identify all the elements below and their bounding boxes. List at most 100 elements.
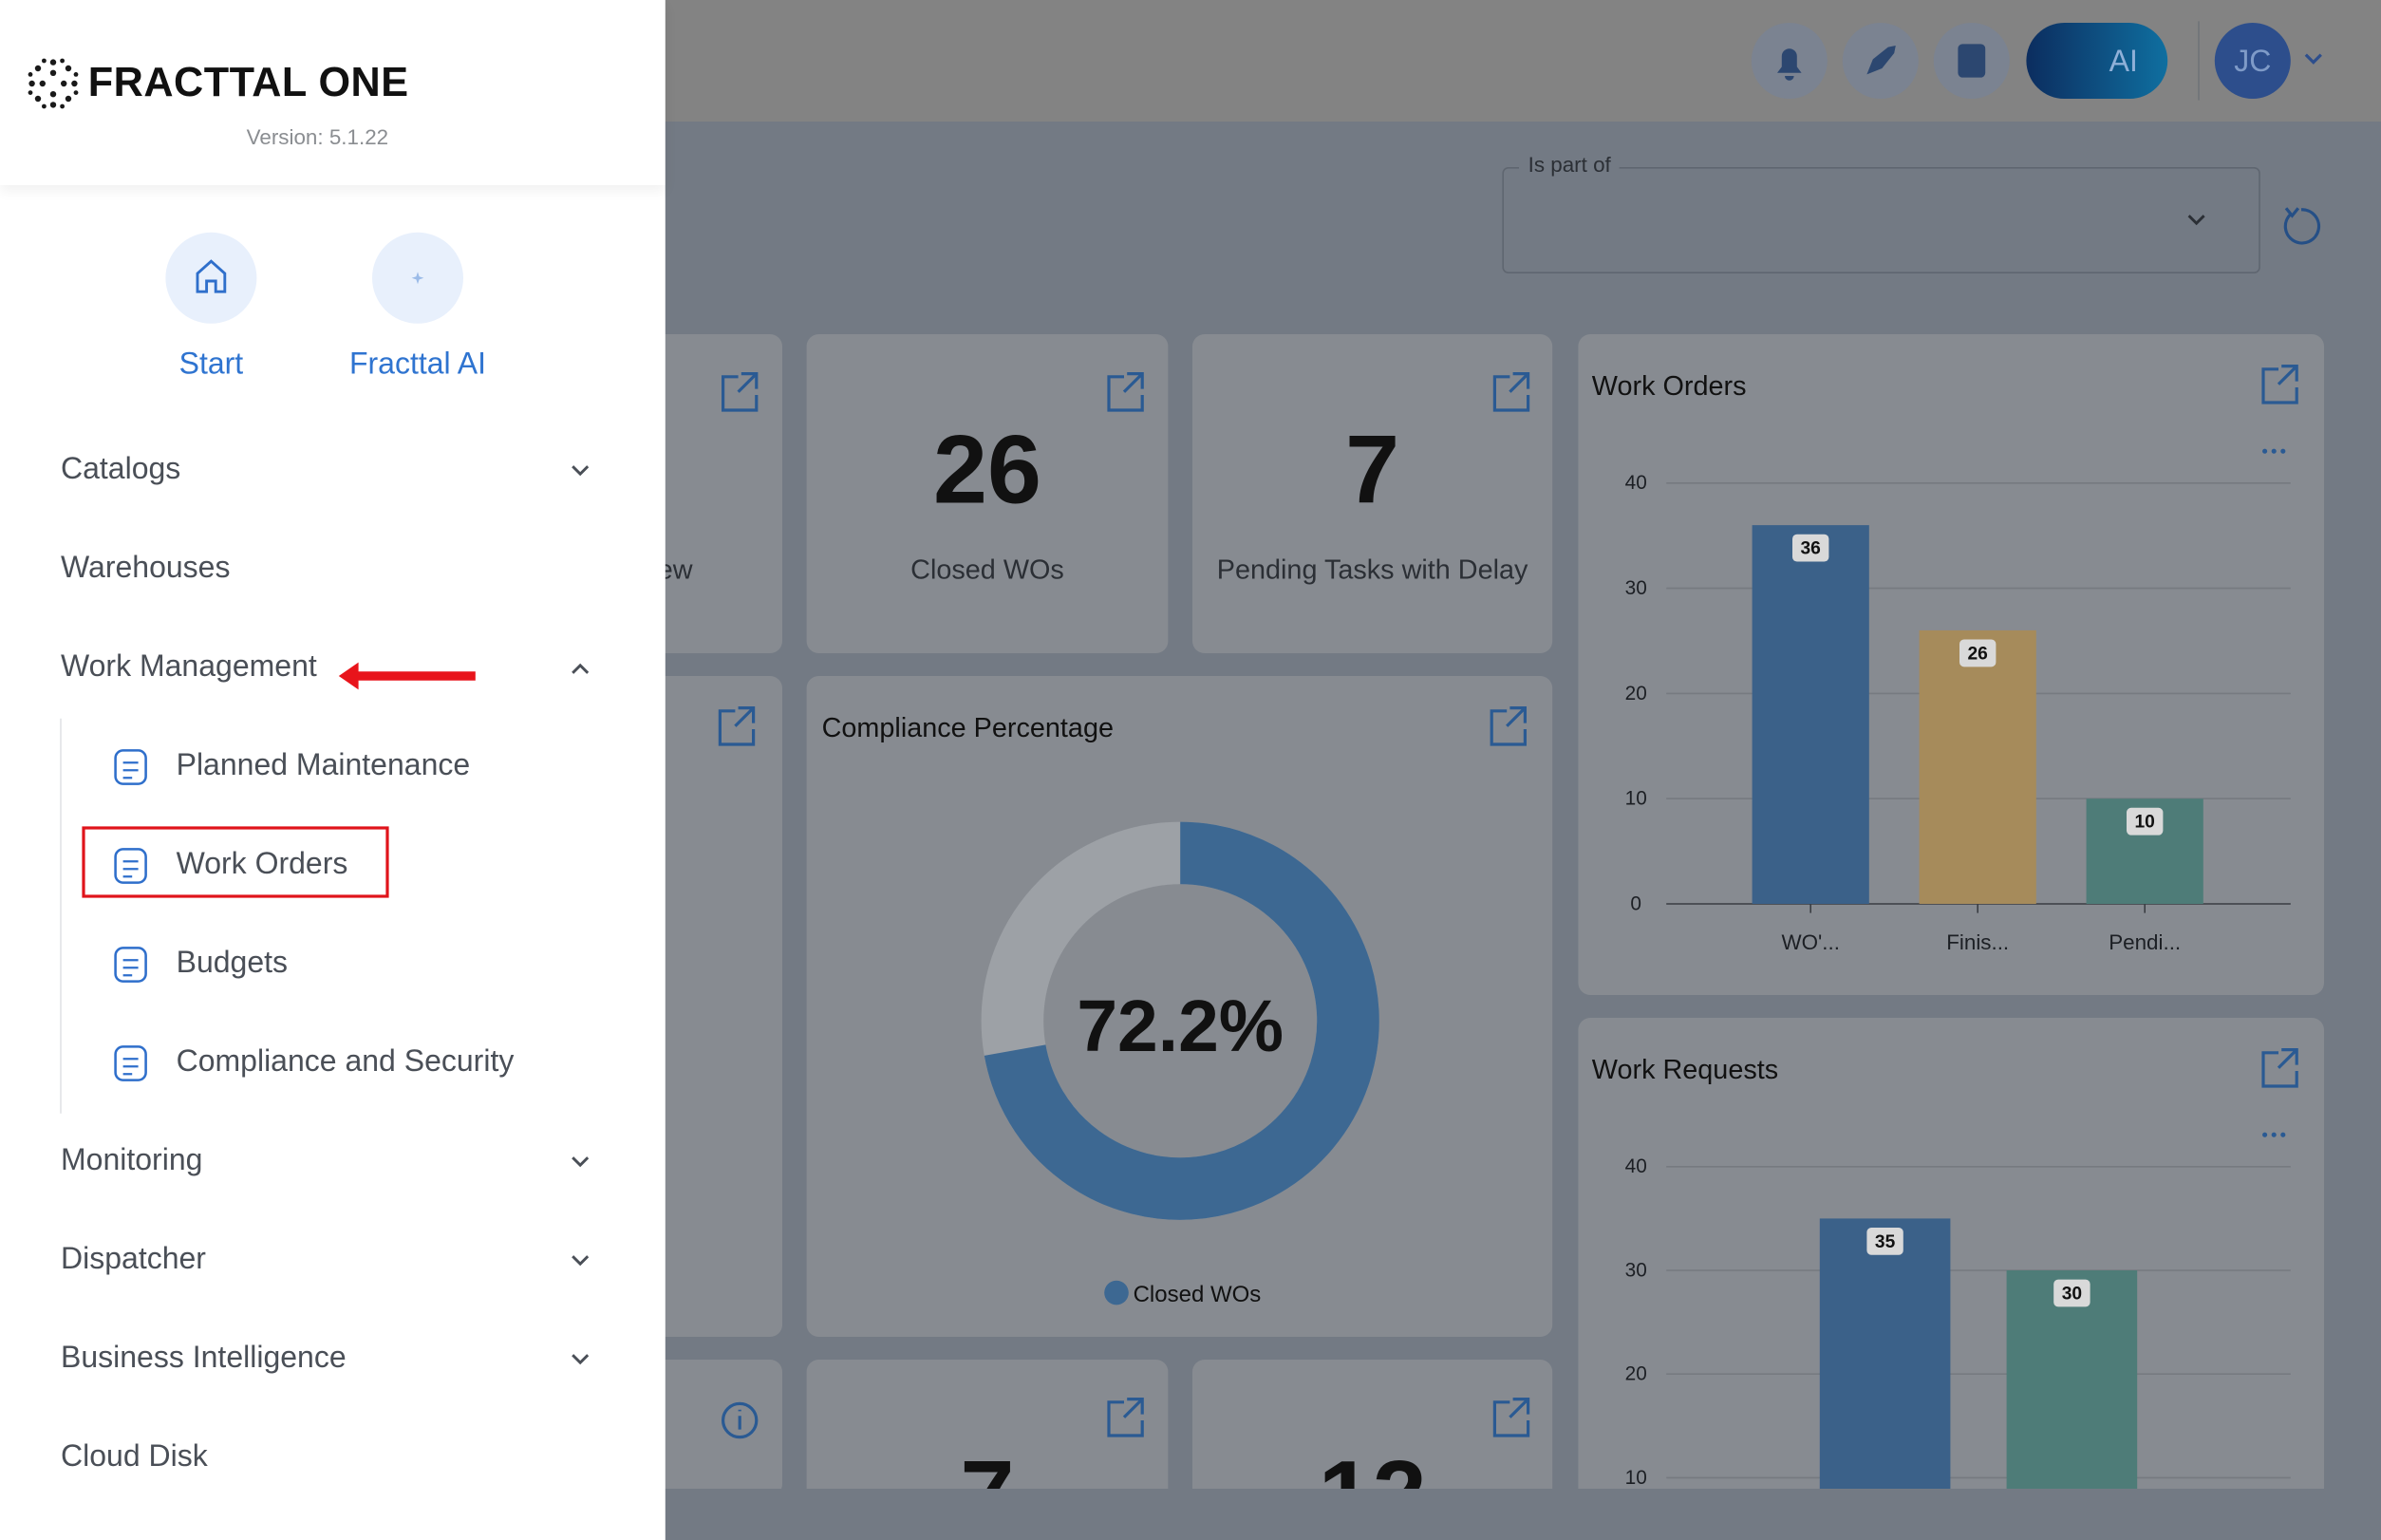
menu-item[interactable]: Cloud Disk (61, 1439, 208, 1474)
kpi-card: 12 (1192, 1360, 1553, 1489)
charts-layer: 72.2% Closed WOs 0 10 20 30 40 36 WO'... 26 Finis.… (718, 365, 2298, 1489)
filter-select[interactable] (1502, 167, 2260, 273)
bar-chart: 0 10 20 30 40 36 WO'... 26 Finis... 10 Pendi... (1625, 472, 2291, 954)
kpi-label: Pending Tasks with Delay (1216, 554, 1528, 585)
sparkle-icon (411, 272, 424, 285)
more-menus[interactable] (2262, 448, 2286, 1137)
refresh-icon[interactable] (2283, 208, 2321, 245)
brand-logo (28, 58, 79, 109)
y-tick-label: 40 (1625, 472, 1647, 494)
kpi-value: 7 (807, 1438, 1169, 1489)
menu-item[interactable]: Work Management (61, 649, 317, 684)
kpi-value: 26 (933, 414, 1041, 524)
donut-label: 72.2% (1077, 986, 1284, 1067)
submenu-icon (114, 848, 147, 884)
bar (1752, 525, 1869, 904)
menu-item[interactable]: Catalogs (61, 452, 181, 486)
data-label: 30 (2062, 1284, 2082, 1304)
card-title: Compliance Percentage (821, 712, 1114, 743)
bar-chart: 10 20 30 40 35 30 (1625, 1155, 2291, 1489)
avatar-initials: JC (2234, 44, 2271, 78)
y-tick-label: 20 (1625, 683, 1647, 704)
bell-icon (1777, 48, 1802, 81)
y-tick-label: 0 (1630, 892, 1641, 914)
sidebar: FRACTTAL ONE Version: 5.1.22 Start Fract… (0, 0, 666, 1540)
data-label: 36 (1801, 539, 1821, 559)
submenu-item[interactable]: Planned Maintenance (176, 748, 471, 782)
submenu-icon-lines (122, 761, 139, 779)
data-label-bg (2127, 807, 2164, 836)
ai-label: AI (2109, 44, 2138, 78)
data-label-bg (2053, 1279, 2090, 1307)
data-label: 35 (1875, 1232, 1896, 1252)
data-label-bg (1866, 1228, 1903, 1255)
ai-button[interactable] (2026, 23, 2168, 99)
y-tick-label: 10 (1625, 788, 1647, 810)
refresh-arrow (2284, 207, 2300, 218)
submenu-icon (114, 947, 147, 983)
avatar-chevron[interactable] (2304, 53, 2322, 65)
chart-card: Work Requests (1578, 1018, 2324, 1489)
kpi-value: 7 (1345, 414, 1400, 524)
menu-item[interactable]: Dispatcher (61, 1242, 206, 1276)
external-links (718, 365, 2298, 1439)
submenu-item[interactable]: Budgets (176, 946, 289, 980)
x-tick-label: Pendi... (2109, 930, 2181, 954)
y-tick-label: 20 (1625, 1363, 1647, 1385)
data-label-bg (1959, 639, 1997, 667)
legend-label: Closed WOs (1134, 1282, 1262, 1307)
menu-chevron[interactable] (572, 1255, 590, 1267)
y-tick-label: 30 (1625, 1259, 1647, 1281)
card-title: Work Requests (1591, 1054, 1779, 1085)
filter-label: Is part of (1519, 152, 1621, 177)
kpi-label: Closed WOs (910, 554, 1064, 585)
shortcut-label[interactable]: Fracttal AI (348, 347, 487, 382)
submenu-icon (114, 749, 147, 785)
rocket-icon (1866, 46, 1896, 75)
menu-item[interactable]: Monitoring (61, 1143, 203, 1177)
y-tick-label: 10 (1625, 1467, 1647, 1489)
x-tick-label: WO'... (1781, 930, 1840, 954)
compliance-card: Compliance Percentage (806, 676, 1553, 1337)
legend-swatch (1104, 1280, 1129, 1305)
data-label-bg (1792, 534, 1829, 562)
brand-name: FRACTTAL ONE (87, 59, 409, 105)
data-label: 10 (2135, 813, 2155, 833)
bar (1819, 1218, 1951, 1489)
x-tick-label: Finis... (1946, 930, 2009, 954)
select-chevron[interactable] (2187, 215, 2205, 226)
submenu-icon (114, 1045, 147, 1081)
shortcut-icons (165, 232, 463, 324)
start-button[interactable] (165, 232, 257, 324)
version: Version: 5.1.22 (246, 124, 389, 149)
menu-chevron[interactable] (572, 465, 590, 477)
y-tick-label: 30 (1625, 577, 1647, 599)
shortcut-label[interactable]: Start (178, 347, 244, 382)
submenu-icon-lines (122, 1058, 139, 1076)
kpi-value: 12 (1192, 1438, 1552, 1489)
data-label: 26 (1968, 644, 1988, 664)
y-tick-label: 40 (1625, 1155, 1647, 1177)
highlight-box (82, 826, 389, 898)
home-icon (196, 259, 227, 293)
topbar-icons: AI JC (1751, 21, 2322, 101)
menu-item[interactable]: Business Intelligence (61, 1341, 347, 1375)
book-icon (1958, 44, 1986, 78)
avatar[interactable] (2214, 23, 2291, 99)
bar (1919, 629, 2036, 904)
red-arrow (338, 662, 476, 690)
menu-chevron[interactable] (572, 1354, 590, 1365)
submenu-icon-lines (122, 959, 139, 977)
donut-arc (984, 821, 1379, 1220)
menu-chevron[interactable] (572, 1156, 590, 1168)
menu-chevron[interactable] (572, 663, 590, 674)
submenu-item[interactable]: Work Orders (176, 847, 348, 881)
filter-controls (2187, 207, 2321, 245)
divider (2198, 21, 2200, 101)
submenu-item[interactable]: Compliance and Security (176, 1044, 515, 1079)
kpi-card: 7 Pending Tasks with Delay (1192, 334, 1553, 653)
submenu-icon-lines (122, 860, 139, 878)
menu-item[interactable]: Warehouses (61, 551, 231, 585)
menu-graphics (60, 465, 590, 1365)
